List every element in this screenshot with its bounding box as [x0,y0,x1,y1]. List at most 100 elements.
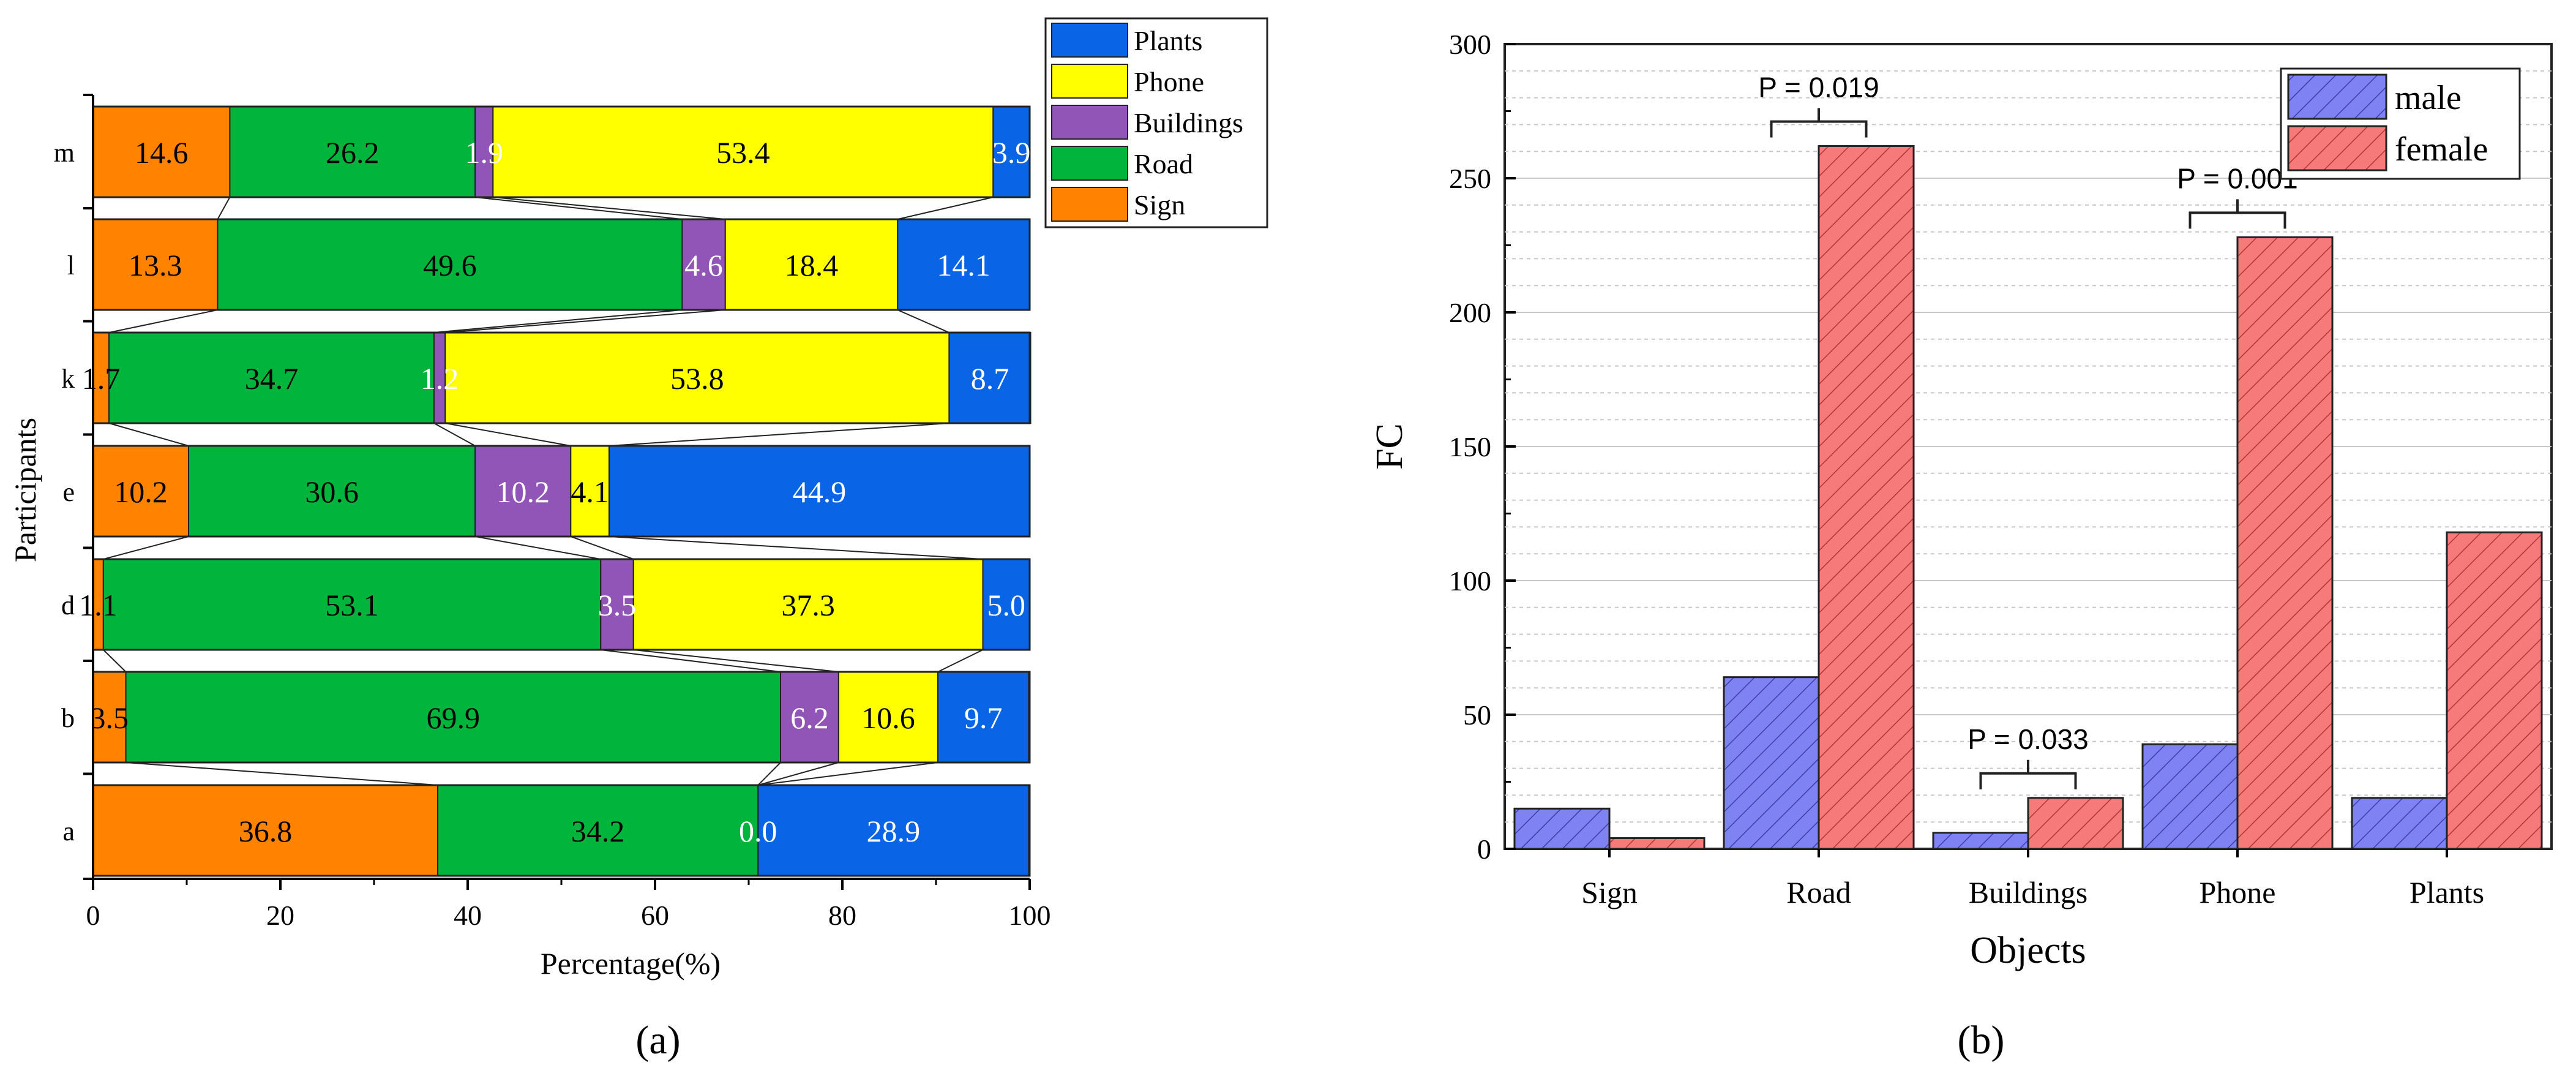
y-tick-label-b: b [61,703,75,733]
connector-line-b-buildings [758,762,839,786]
y-tick-label-200: 200 [1449,297,1491,328]
connector-line-k-phone [608,423,949,446]
segment-label-m-sign: 14.6 [135,135,189,170]
bar-sign-female [1608,837,1705,850]
segment-label-b-buildings: 6.2 [790,701,829,735]
segment-value-labels: 14.6 26.2 1.9 53.4 3.9 13.3 49.6 4.6 18.4 14.1 1.7… [79,135,1030,848]
x-tick-label-sign: Sign [1581,875,1638,909]
bar-road-male [1723,676,1820,850]
segment-label-d-plants: 5.0 [987,588,1026,622]
connector-line-d-sign [103,649,127,672]
connector-line-l-buildings [445,309,725,333]
segment-label-k-road: 34.7 [245,361,299,396]
bar-segment-l-phone [724,219,899,311]
x-tick-label-80: 80 [828,900,856,931]
connector-line-l-road [433,309,683,333]
bar-segment-l-road [217,219,683,311]
y-tick-label-l: l [67,250,75,280]
y-tick-label-d: d [61,590,75,620]
legend-label-plants: Plants [1134,25,1202,56]
bar-phone-female [2236,236,2334,850]
x-tick-label-buildings: Buildings [1969,875,2087,909]
axes: Sign Road Buildings Phone Plants 0 50 100 150 200… [1449,29,2484,909]
segment-label-b-sign: 3.5 [91,701,129,735]
segment-connector-lines [103,197,994,786]
legend-swatch-female [2287,125,2387,171]
bar-segment-b-phone [837,671,939,763]
segment-label-k-plants: 8.7 [971,361,1009,396]
axes: 0 20 40 60 80 100 m l k e d b a [54,94,1051,931]
connector-line-b-phone [758,762,938,786]
bar-segment-d-plants [982,559,1030,650]
connector-line-m-phone [897,197,994,220]
connector-line-k-sign [108,423,189,446]
grouped-bar-chart: Sign Road Buildings Phone Plants 0 50 100 150 200… [1369,29,2553,1063]
segment-label-e-sign: 10.2 [114,475,168,509]
segment-label-b-road: 69.9 [427,701,481,735]
x-tick-label-20: 20 [266,900,294,931]
connector-line-e-phone [608,536,983,560]
connector-line-d-phone [937,649,983,672]
y-tick-label-k: k [61,364,75,394]
x-tick-label-road: Road [1786,875,1851,909]
legend-swatch-male [2287,73,2387,120]
segment-label-l-sign: 13.3 [129,248,182,282]
y-tick-label-a: a [62,816,75,846]
legend-label-male: male [2395,79,2462,117]
y-tick-label-e: e [62,477,75,507]
segment-label-a-buildings: 0.0 [739,814,777,848]
bar-phone-male [2141,743,2239,850]
bar-segment-m-road [229,106,476,198]
legend-swatch-plants [1051,23,1128,58]
legend-swatch-sign [1051,187,1128,222]
x-tick-label-0: 0 [86,900,100,931]
y-tick-label-100: 100 [1449,565,1491,597]
legend-swatch-buildings [1051,105,1128,140]
y-axis-title: Participants [8,418,42,562]
x-tick-label-60: 60 [641,900,669,931]
panel-label-b: (b) [1958,1018,2005,1063]
segment-label-l-phone: 18.4 [785,248,839,282]
segment-label-a-plants: 28.9 [867,814,921,848]
bar-segment-a-plants [757,785,1030,876]
bar-segment-d-buildings [600,559,634,650]
bar-segment-k-plants [948,332,1032,424]
x-axis-title: Objects [1970,930,2086,971]
bar-segment-a-road [437,785,759,876]
bar-segment-k-phone [444,332,950,424]
segment-label-m-road: 26.2 [326,135,380,170]
stacked-bars [92,105,1032,877]
segment-label-d-sign: 1.1 [79,588,118,622]
segment-label-l-buildings: 4.6 [684,248,723,282]
bar-road-female [1818,145,1915,850]
segment-label-m-phone: 53.4 [716,135,770,170]
bars [1513,145,2543,850]
bar-sign-male [1513,807,1611,850]
bar-plants-female [2446,531,2543,850]
connector-line-b-sign [125,762,438,786]
significance-bracket-road [1770,108,1868,138]
connector-line-e-sign [103,536,189,560]
legend-swatch-road [1051,146,1128,181]
y-tick-label-150: 150 [1449,431,1491,462]
x-tick-label-phone: Phone [2200,875,2276,909]
y-tick-label-m: m [54,138,75,168]
connector-line-l-sign [108,309,218,333]
p-value-label-buildings: P = 0.033 [1968,723,2088,755]
connector-line-k-road [433,423,476,446]
legend-label-female: female [2395,130,2488,168]
p-value-label-phone: P = 0.001 [2177,162,2297,194]
segment-label-a-road: 34.2 [571,814,625,848]
x-tick-label-40: 40 [454,900,482,931]
connector-line-e-buildings [570,536,634,560]
segment-label-e-road: 30.6 [305,475,359,509]
legend: Plants Phone Buildings Road Sign [1044,17,1268,228]
legend-swatch-phone [1051,64,1128,99]
segment-label-m-buildings: 1.9 [465,135,504,170]
segment-label-d-road: 53.1 [325,588,379,622]
segment-label-l-plants: 14.1 [937,248,990,282]
gridlines [1505,70,2552,823]
bar-segment-b-road [125,671,782,763]
bar-plants-male [2351,797,2448,850]
